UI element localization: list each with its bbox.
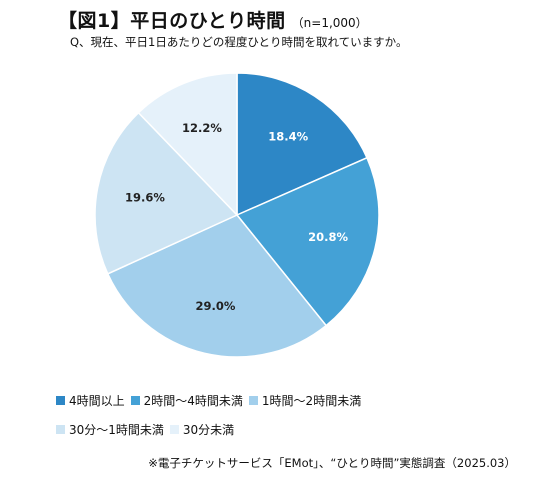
- pie-slice: [236, 72, 368, 217]
- pie-slice: [137, 72, 238, 217]
- legend-swatch: [56, 425, 65, 434]
- chart-title-row: 【図1】平日のひとり時間 （n=1,000）: [58, 6, 368, 33]
- chart-title: 【図1】平日のひとり時間: [58, 10, 286, 32]
- legend-swatch: [248, 396, 258, 405]
- legend-item: 30分未満: [169, 421, 235, 438]
- legend-item: 30分～1時間未満: [56, 421, 164, 438]
- slice-value-label: 12.2%: [182, 121, 222, 135]
- legend-label: 2時間～4時間未満: [143, 394, 243, 408]
- slice-value-label: 29.0%: [195, 299, 235, 313]
- legend-item: 1時間～2時間未満: [248, 392, 362, 409]
- pie-slice: [106, 214, 328, 358]
- sample-size: （n=1,000）: [291, 16, 368, 30]
- chart-legend: 4時間以上 2時間～4時間未満 1時間～2時間未満 30分～1時間未満 30分未満: [56, 392, 476, 438]
- pie-slice: [94, 111, 239, 275]
- legend-swatch: [56, 396, 65, 405]
- legend-swatch: [130, 396, 140, 405]
- legend-item: 4時間以上: [56, 392, 125, 409]
- pie-chart: 18.4% 20.8% 29.0% 19.6% 12.2%: [94, 72, 380, 358]
- legend-label: 1時間～2時間未満: [261, 394, 362, 408]
- legend-item: 2時間～4時間未満: [130, 392, 243, 409]
- legend-label: 30分～1時間未満: [69, 423, 164, 437]
- slice-value-label: 19.6%: [125, 190, 165, 204]
- slice-value-label: 18.4%: [268, 130, 308, 144]
- source-note: ※電子チケットサービス「EMot」、“ひとり時間”実態調査（2025.03）: [148, 456, 516, 470]
- survey-question: Q、現在、平日1日あたりどの程度ひとり時間を取れていますか。: [70, 35, 408, 49]
- legend-swatch: [169, 425, 179, 434]
- legend-label: 30分未満: [182, 423, 235, 437]
- slice-value-label: 20.8%: [308, 230, 348, 244]
- pie-slice: [235, 156, 380, 327]
- legend-label: 4時間以上: [69, 394, 125, 408]
